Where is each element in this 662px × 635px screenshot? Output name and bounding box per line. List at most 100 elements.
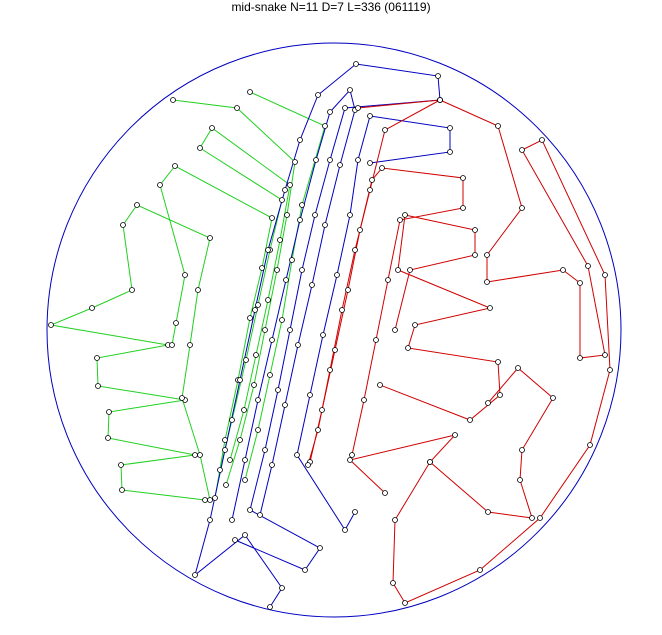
snake-node <box>320 332 326 338</box>
snake-node <box>297 217 303 223</box>
snake-node <box>172 163 178 169</box>
snake-node <box>106 409 112 415</box>
snake-node <box>495 359 501 365</box>
snake-node <box>282 187 288 193</box>
snake-node <box>460 205 466 211</box>
snake-node <box>353 61 359 67</box>
snake-node <box>287 327 293 333</box>
snake-node <box>94 355 100 361</box>
snake-node <box>367 160 373 166</box>
snake-path <box>296 115 451 531</box>
snake-node <box>255 302 261 308</box>
snake-node <box>347 87 353 93</box>
snake-node <box>337 162 343 168</box>
snake-node <box>269 462 275 468</box>
snake-points <box>48 61 613 610</box>
snake-node <box>587 442 593 448</box>
snake-node <box>48 322 54 328</box>
snake-node <box>247 315 253 321</box>
snake-node <box>560 267 566 273</box>
snake-node <box>385 277 391 283</box>
snake-node <box>537 515 543 521</box>
red-snake <box>307 99 611 604</box>
snake-node <box>487 305 493 311</box>
snake-node <box>377 382 383 388</box>
snake-node <box>435 73 441 79</box>
snake-path <box>231 88 356 521</box>
snake-node <box>355 105 361 111</box>
snake-node <box>279 197 285 203</box>
snake-node <box>602 352 608 358</box>
snake-node <box>519 205 525 211</box>
snake-node <box>472 227 478 233</box>
snake-node <box>251 382 257 388</box>
snake-node <box>202 497 208 503</box>
snake-node <box>390 580 396 586</box>
snake-node <box>257 512 263 518</box>
snake-node <box>299 267 305 273</box>
snake-node <box>327 109 333 115</box>
snake-node <box>485 509 491 515</box>
snake-node <box>247 89 253 95</box>
snake-node <box>207 517 213 523</box>
snake-node <box>169 342 175 348</box>
snake-node <box>412 322 418 328</box>
snake-node <box>269 215 275 221</box>
snake-node <box>447 149 453 155</box>
snake-node <box>352 509 358 515</box>
snake-node <box>118 462 124 468</box>
snake-node <box>315 92 321 98</box>
snake-path <box>307 99 441 466</box>
snake-node <box>334 272 340 278</box>
snake-node <box>472 252 478 258</box>
snake-node <box>227 457 233 463</box>
snake-node <box>282 402 288 408</box>
snake-node <box>369 177 375 183</box>
snake-node <box>197 145 203 151</box>
snake-node <box>427 459 433 465</box>
snake-node <box>317 545 323 551</box>
snake-node <box>265 297 271 303</box>
snake-node <box>234 105 240 111</box>
snake-node <box>309 282 315 288</box>
snake-node <box>382 490 388 496</box>
snake-node <box>349 452 355 458</box>
snake-node <box>134 202 140 208</box>
snake-node <box>157 182 163 188</box>
snake-node <box>484 279 490 285</box>
snake-node <box>382 127 388 133</box>
snake-node <box>242 457 248 463</box>
snake-node <box>519 147 525 153</box>
snake-node <box>405 345 411 351</box>
snake-node <box>342 105 348 111</box>
snake-node <box>477 567 483 573</box>
snake-node <box>294 452 300 458</box>
snake-node <box>437 97 443 103</box>
snake-node <box>267 604 273 610</box>
snake-node <box>223 482 229 488</box>
snake-node <box>255 397 261 403</box>
snake-node <box>279 585 285 591</box>
snake-node <box>287 182 293 188</box>
snake-node <box>332 347 338 353</box>
snake-node <box>352 247 358 253</box>
snake-node <box>342 527 348 533</box>
snake-node <box>255 427 261 433</box>
snake-node <box>485 400 491 406</box>
snake-path <box>159 165 273 499</box>
snake-node <box>407 267 413 273</box>
snake-path <box>194 63 441 608</box>
snake-node <box>277 237 283 243</box>
snake-node <box>222 437 228 443</box>
snake-node <box>585 263 591 269</box>
snake-node <box>357 227 363 233</box>
snake-node <box>539 137 545 143</box>
snake-node <box>519 447 525 453</box>
snake-path <box>348 99 611 604</box>
snake-node <box>269 337 275 343</box>
snake-node <box>292 159 298 165</box>
snake-node <box>217 467 223 473</box>
snake-node <box>577 280 583 286</box>
snake-node <box>379 165 385 171</box>
